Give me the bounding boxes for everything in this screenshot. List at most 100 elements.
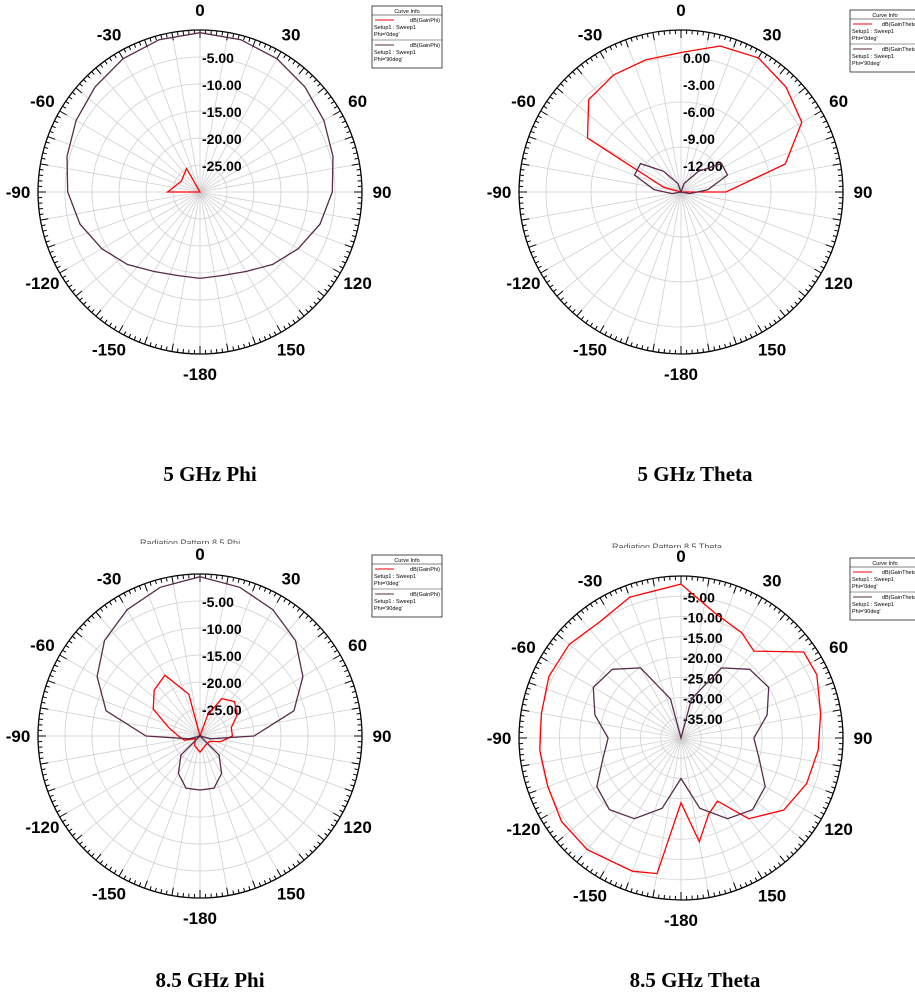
ring-gridline — [660, 717, 702, 759]
angle-tick-mark — [537, 811, 542, 815]
angle-tick-label: -90 — [487, 729, 512, 748]
angle-tick-mark — [226, 32, 229, 41]
angle-tick-mark — [333, 812, 341, 818]
angle-tick-mark — [333, 110, 341, 116]
angle-tick-mark — [713, 892, 716, 897]
angle-tick-mark — [171, 343, 174, 352]
angle-tick-mark — [305, 309, 309, 313]
ring-gridline — [91, 83, 309, 301]
angle-tick-mark — [273, 48, 277, 53]
angle-tick-mark — [59, 110, 67, 116]
angle-tick-mark — [814, 821, 819, 825]
angle-tick-mark — [273, 331, 277, 336]
angle-tick-mark — [798, 83, 802, 87]
angle-tick-mark — [75, 631, 83, 638]
radial-tick-label: -25.00 — [202, 158, 242, 174]
angle-tick-mark — [273, 592, 277, 597]
angle-tick-mark — [42, 229, 47, 232]
angle-tick-mark — [351, 146, 356, 149]
angle-tick-mark — [528, 682, 537, 686]
angle-tick-mark — [798, 836, 806, 843]
legend-box — [849, 557, 915, 621]
angle-tick-mark — [91, 615, 95, 619]
radial-tick-label: -20.00 — [202, 675, 242, 691]
angle-tick-mark — [646, 346, 649, 351]
radial-tick-label: -30.00 — [683, 691, 723, 707]
angle-tick-mark — [62, 819, 67, 823]
angle-tick-mark — [333, 275, 338, 279]
angle-tick-mark — [44, 146, 49, 149]
angle-tick-mark — [822, 806, 827, 810]
angle-tick-mark — [630, 342, 633, 347]
radial-tick-label: -15.00 — [683, 630, 723, 646]
angle-tick-mark — [779, 855, 786, 863]
angle-tick-mark — [835, 770, 840, 773]
angle-tick-mark — [764, 600, 768, 605]
angle-tick-mark — [609, 333, 613, 338]
angle-tick-mark — [75, 834, 83, 841]
angle-tick-mark — [773, 865, 777, 870]
angle-tick-mark — [276, 325, 282, 333]
legend-entry-name: dB(GainPhi) — [410, 18, 440, 24]
angle-tick-mark — [160, 578, 163, 583]
angle-tick-label: -150 — [92, 341, 126, 360]
angle-tick-mark — [825, 801, 830, 805]
angle-tick-label: -180 — [664, 365, 698, 384]
angle-tick-mark — [51, 255, 56, 259]
legend-entry-name: dB(GainTheta) — [882, 47, 915, 53]
radial-tick-label: -25.00 — [683, 670, 723, 686]
angle-tick-mark — [83, 301, 87, 305]
angle-tick-mark — [87, 305, 91, 309]
angle-tick-mark — [744, 43, 748, 48]
angle-tick-mark — [832, 146, 837, 149]
angle-tick-mark — [619, 41, 623, 46]
angle-tick-mark — [287, 866, 292, 871]
angle-tick-mark — [49, 674, 54, 678]
angle-tick-mark — [56, 265, 61, 269]
angle-tick-mark — [552, 288, 557, 293]
angle-tick-mark — [790, 75, 794, 79]
legend-entry-param: Phi='90deg' — [852, 61, 881, 67]
angle-tick-mark — [702, 894, 704, 899]
angle-tick-mark — [786, 855, 790, 859]
angle-tick-label: 150 — [758, 887, 786, 906]
angle-tick-mark — [309, 75, 313, 79]
angle-tick-mark — [805, 91, 810, 96]
angle-tick-mark — [258, 41, 262, 46]
angle-tick-label: 60 — [829, 92, 848, 111]
radial-tick-label: -15.00 — [202, 104, 242, 120]
angle-tick-mark — [104, 319, 108, 324]
angle-tick-mark — [276, 51, 282, 59]
series-line-phi-0deg — [539, 583, 822, 875]
angle-tick-mark — [54, 120, 59, 124]
angle-tick-mark — [779, 67, 786, 75]
angle-tick-mark — [118, 325, 124, 333]
angle-tick-mark — [41, 701, 46, 704]
angle-tick-mark — [104, 863, 108, 868]
angle-tick-mark — [353, 229, 358, 232]
radial-tick-label: -5.00 — [202, 594, 234, 610]
angle-tick-mark — [528, 136, 537, 140]
angle-tick-mark — [832, 709, 841, 712]
angle-tick-mark — [317, 87, 325, 94]
angle-tick-mark — [330, 644, 335, 649]
angle-tick-mark — [346, 794, 351, 798]
angle-tick-mark — [718, 34, 721, 39]
angle-tick-mark — [733, 585, 737, 594]
angle-tick-mark — [777, 862, 782, 867]
angle-tick-mark — [646, 33, 649, 38]
angle-tick-mark — [535, 666, 540, 670]
angle-tick-mark — [123, 331, 127, 336]
angle-tick-mark — [333, 268, 341, 274]
angle-tick-mark — [268, 877, 272, 882]
angle-tick-mark — [79, 841, 83, 845]
angle-tick-mark — [822, 666, 827, 670]
angle-tick-mark — [594, 325, 598, 330]
angle-tick-mark — [42, 773, 47, 776]
angle-tick-mark — [75, 87, 83, 94]
angle-tick-mark — [317, 627, 321, 631]
angle-tick-mark — [805, 288, 810, 293]
angle-tick-mark — [45, 141, 50, 144]
angle-tick-mark — [353, 696, 358, 699]
angle-tick-mark — [754, 48, 758, 53]
